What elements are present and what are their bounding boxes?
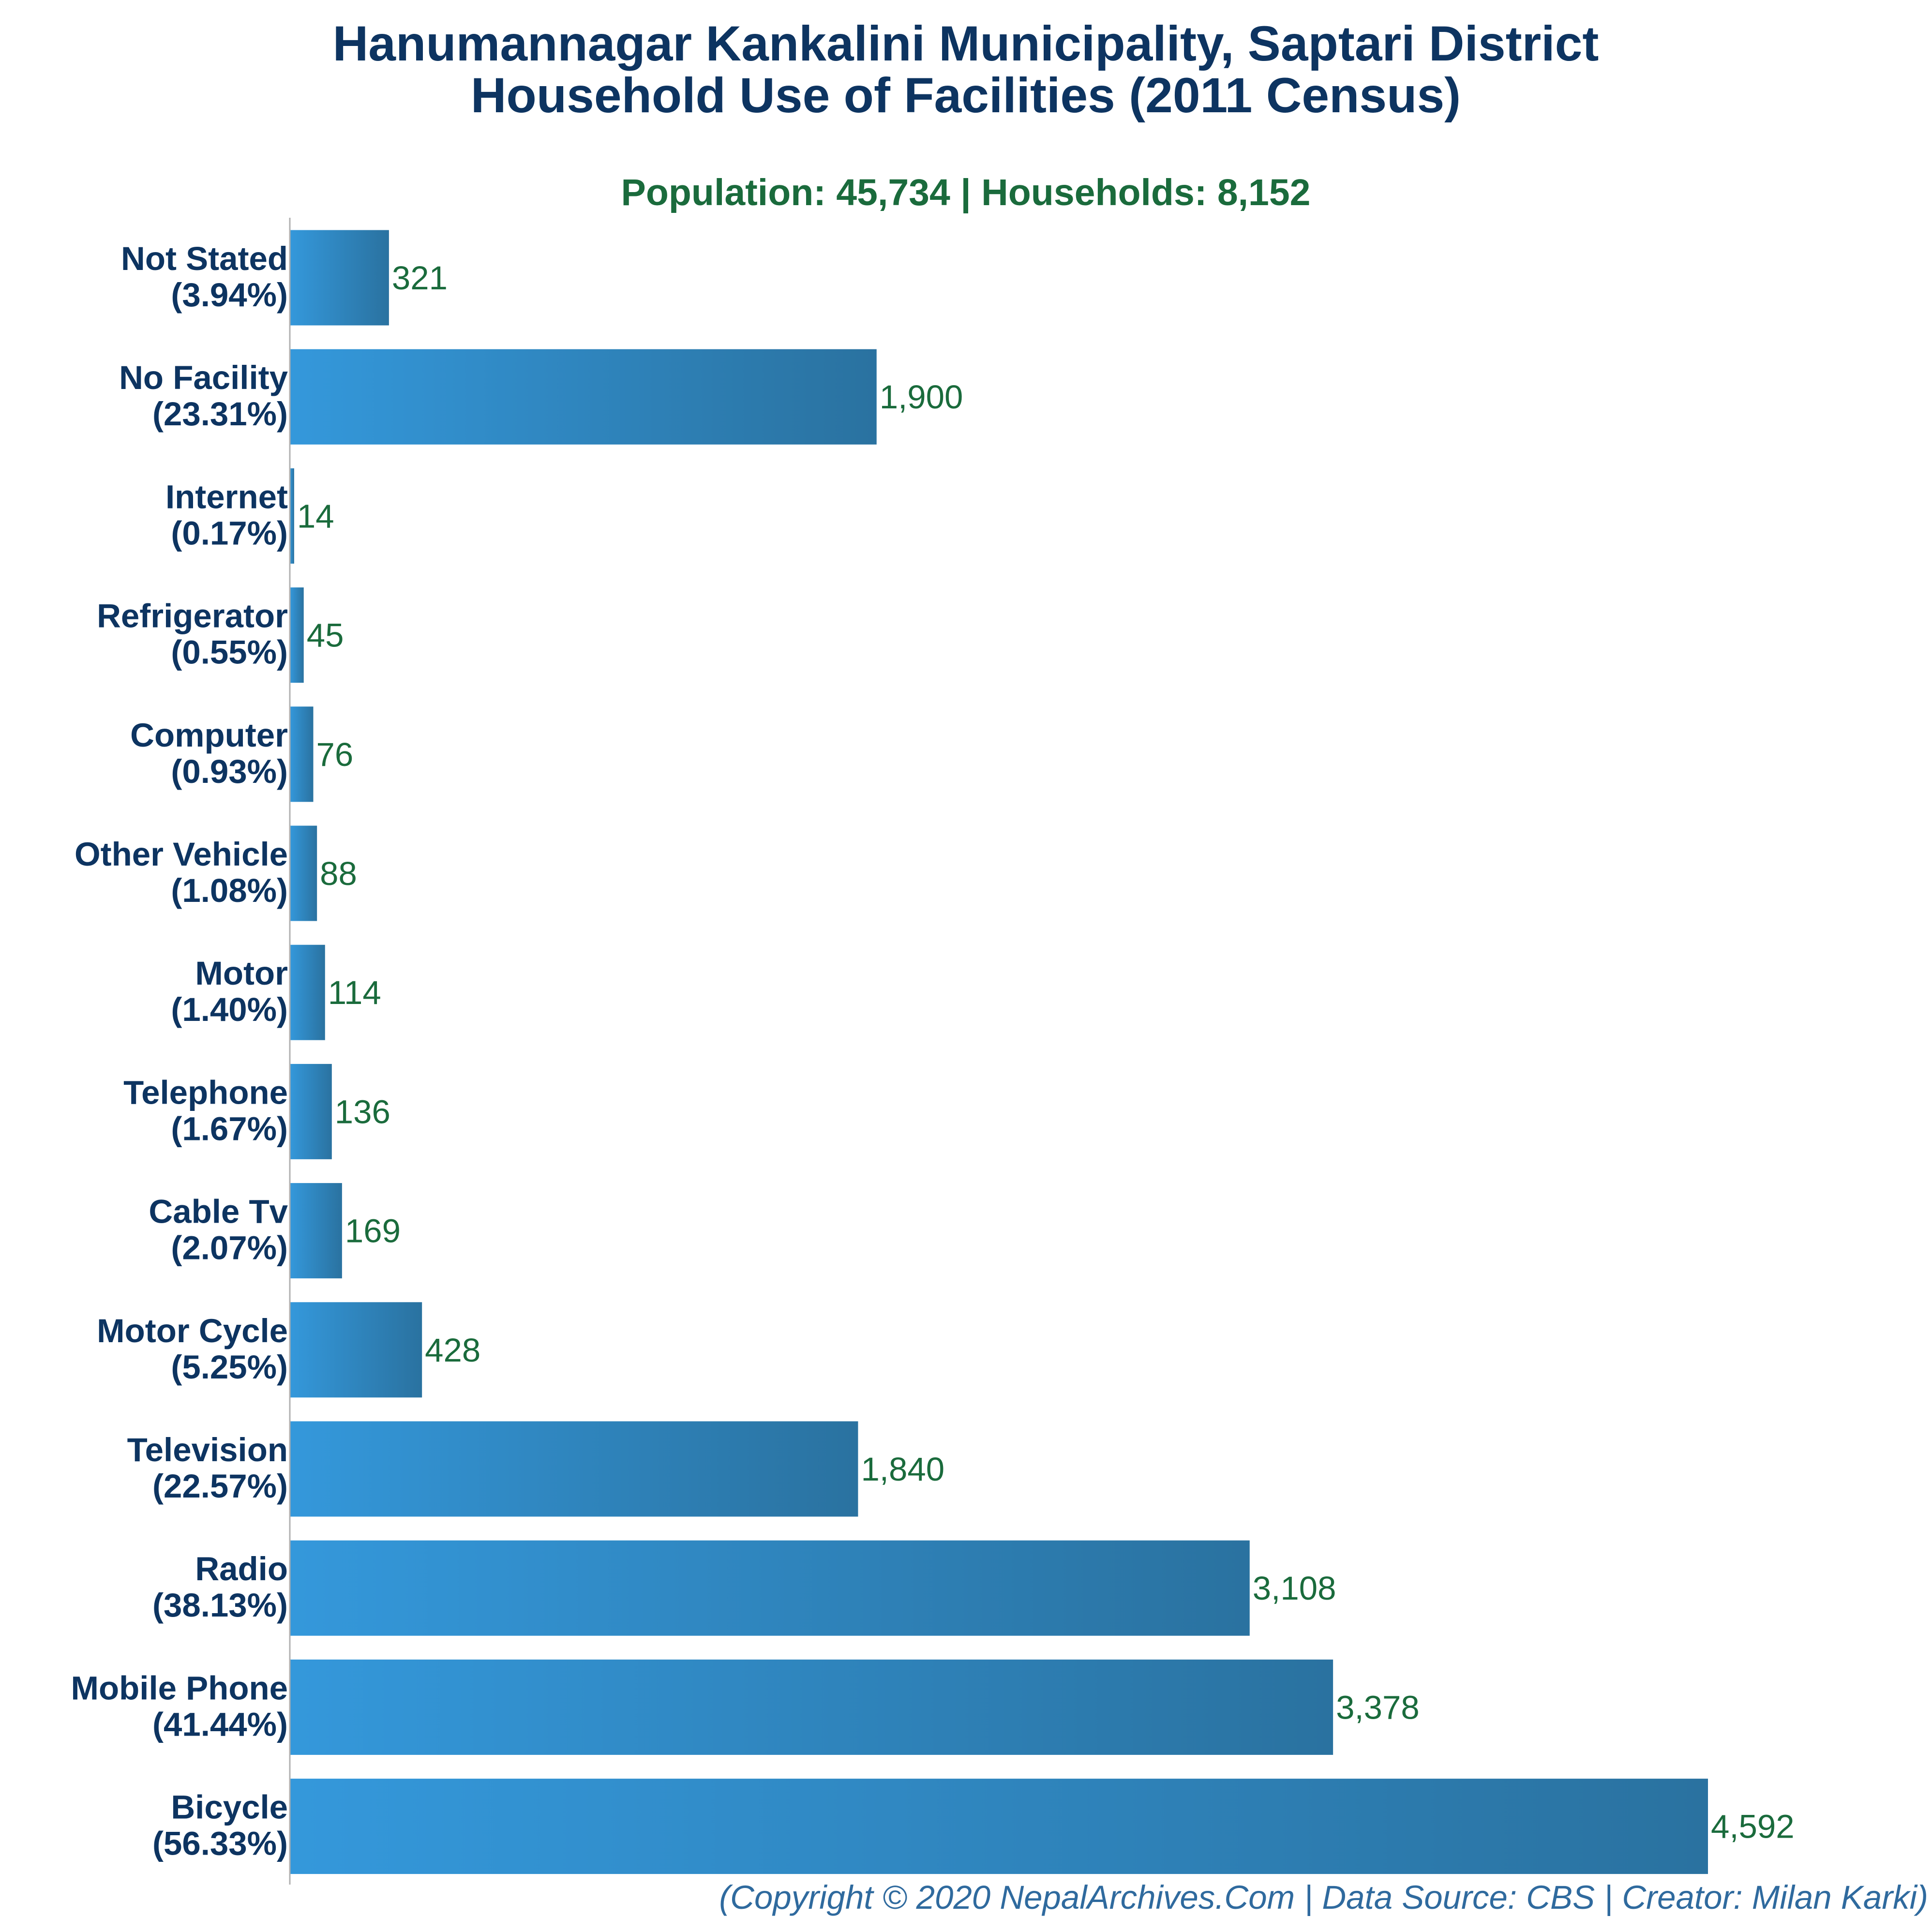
category-labels-group: Not Stated (3.94%) No Facility (23.31%) Inte…: [71, 240, 288, 1862]
bar-radio: [290, 1540, 1250, 1636]
value-label-bicycle: 4,592: [1711, 1808, 1795, 1845]
bars-group: [290, 230, 1708, 1874]
category-label-motor-cycle: Motor Cycle (5.25%): [97, 1312, 288, 1386]
category-percentage: (3.94%): [171, 276, 288, 314]
category-name: Other Vehicle: [75, 836, 288, 873]
category-label-internet: Internet (0.17%): [165, 478, 288, 552]
category-label-other-vehicle: Other Vehicle (1.08%): [75, 836, 288, 909]
value-label-no-facility: 1,900: [880, 378, 963, 416]
category-name: Refrigerator: [97, 598, 288, 635]
category-label-refrigerator: Refrigerator (0.55%): [97, 598, 288, 671]
category-percentage: (5.25%): [171, 1348, 288, 1386]
category-percentage: (41.44%): [152, 1706, 288, 1743]
value-label-motor-cycle: 428: [425, 1332, 480, 1369]
category-label-bicycle: Bicycle (56.33%): [152, 1789, 288, 1862]
bar-not-stated: [290, 230, 389, 326]
bar-mobile-phone: [290, 1659, 1333, 1755]
bar-motor: [290, 944, 325, 1040]
category-percentage: (38.13%): [152, 1587, 288, 1624]
value-label-not-stated: 321: [392, 259, 448, 297]
bar-cable-tv: [290, 1183, 342, 1279]
bar-other-vehicle: [290, 825, 317, 921]
value-label-internet: 14: [297, 497, 334, 535]
bar-no-facility: [290, 349, 877, 445]
category-label-radio: Radio (38.13%): [152, 1550, 288, 1624]
category-name: Not Stated: [121, 240, 288, 277]
category-percentage: (2.07%): [171, 1229, 288, 1267]
category-percentage: (22.57%): [152, 1468, 288, 1505]
category-label-no-facility: No Facility (23.31%): [119, 359, 288, 433]
category-name: No Facility: [119, 359, 288, 396]
bar-internet: [290, 468, 294, 564]
category-name: Computer: [130, 717, 288, 754]
chart-title-line-1: Hanumannagar Kankalini Municipality, Sap…: [333, 16, 1599, 71]
category-name: Television: [127, 1431, 288, 1468]
category-percentage: (1.08%): [171, 872, 288, 909]
category-label-motor: Motor (1.40%): [171, 955, 288, 1028]
category-name: Mobile Phone: [71, 1669, 288, 1707]
value-label-refrigerator: 45: [307, 617, 344, 654]
category-percentage: (23.31%): [152, 395, 288, 433]
category-percentage: (0.93%): [171, 753, 288, 790]
category-name: Cable Tv: [149, 1193, 288, 1230]
category-name: Internet: [165, 478, 288, 515]
value-labels-group: 321 1,900 14 45 76 88 114 136 169 428 1,840 3,108 3,…: [297, 259, 1795, 1845]
category-label-cable-tv: Cable Tv (2.07%): [149, 1193, 288, 1267]
category-name: Motor: [195, 955, 288, 992]
bar-television: [290, 1421, 858, 1517]
category-percentage: (1.40%): [171, 991, 288, 1028]
category-label-mobile-phone: Mobile Phone (41.44%): [71, 1669, 288, 1743]
category-name: Bicycle: [171, 1789, 288, 1826]
chart-subtitle: Population: 45,734 | Households: 8,152: [621, 172, 1310, 213]
category-label-computer: Computer (0.93%): [130, 717, 288, 790]
bar-refrigerator: [290, 587, 304, 683]
category-name: Radio: [195, 1550, 288, 1588]
category-name: Telephone: [123, 1074, 288, 1111]
value-label-radio: 3,108: [1253, 1570, 1336, 1607]
value-label-computer: 76: [316, 736, 354, 773]
chart-title-line-2: Household Use of Facilities (2011 Census…: [471, 68, 1461, 123]
bar-motor-cycle: [290, 1302, 422, 1398]
value-label-other-vehicle: 88: [320, 855, 357, 892]
category-label-television: Television (22.57%): [127, 1431, 288, 1505]
bar-bicycle: [290, 1779, 1708, 1874]
value-label-motor: 114: [328, 974, 381, 1011]
value-label-television: 1,840: [861, 1451, 944, 1488]
category-label-telephone: Telephone (1.67%): [123, 1074, 288, 1147]
value-label-telephone: 136: [335, 1093, 390, 1130]
category-name: Motor Cycle: [97, 1312, 288, 1349]
category-percentage: (56.33%): [152, 1825, 288, 1862]
bar-computer: [290, 706, 314, 802]
category-percentage: (0.55%): [171, 634, 288, 671]
value-label-mobile-phone: 3,378: [1336, 1689, 1420, 1726]
category-percentage: (0.17%): [171, 514, 288, 552]
bar-telephone: [290, 1063, 332, 1159]
value-label-cable-tv: 169: [345, 1213, 401, 1250]
category-percentage: (1.67%): [171, 1110, 288, 1147]
footer-credits: (Copyright © 2020 NepalArchives.Com | Da…: [719, 1879, 1928, 1916]
category-label-not-stated: Not Stated (3.94%): [121, 240, 288, 314]
